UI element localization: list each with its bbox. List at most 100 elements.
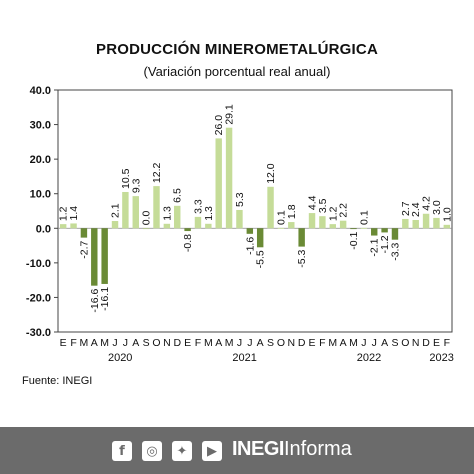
x-tick-label: O — [401, 337, 409, 349]
data-label: -0.1 — [348, 231, 360, 249]
x-tick-label: J — [123, 337, 128, 349]
x-tick-label: E — [60, 337, 67, 349]
bar — [101, 228, 108, 284]
data-label: -5.3 — [296, 249, 308, 267]
data-label: 1.8 — [286, 204, 298, 219]
x-tick-label: E — [309, 337, 316, 349]
year-label: 2023 — [429, 352, 453, 364]
x-tick-label: A — [91, 337, 98, 349]
x-tick-label: N — [287, 337, 295, 349]
data-label: 3.0 — [431, 200, 443, 215]
data-label: 3.3 — [192, 199, 204, 214]
bar — [225, 127, 233, 229]
bar — [443, 224, 451, 229]
bar — [194, 216, 202, 229]
bar — [381, 228, 388, 233]
x-tick-label: F — [444, 337, 450, 349]
x-tick-label: N — [412, 337, 420, 349]
bar — [433, 217, 440, 229]
x-tick-label: M — [349, 337, 358, 349]
x-tick-label: J — [237, 337, 242, 349]
data-label: 1.3 — [161, 206, 173, 221]
x-tick-label: M — [225, 337, 234, 349]
data-label: 9.3 — [130, 178, 142, 193]
bar — [246, 228, 254, 234]
data-label: 1.2 — [327, 206, 339, 221]
y-tick-label: -20.0 — [26, 292, 51, 304]
x-tick-label: A — [381, 337, 388, 349]
data-label: 2.4 — [410, 202, 422, 217]
data-label: 1.0 — [441, 207, 453, 222]
data-label: 12.2 — [151, 163, 163, 184]
x-tick-label: E — [433, 337, 440, 349]
bar — [277, 227, 285, 229]
twitter-icon[interactable]: ✦ — [172, 441, 192, 461]
data-label: 6.5 — [172, 188, 184, 203]
y-tick-label: 30.0 — [30, 120, 51, 132]
data-label: 2.2 — [338, 203, 350, 218]
bar — [402, 218, 409, 229]
bar — [329, 224, 336, 229]
plot-frame — [57, 89, 453, 333]
x-tick-label: N — [163, 337, 171, 349]
x-tick-label: M — [328, 337, 337, 349]
data-label: 1.4 — [68, 206, 80, 221]
bar — [267, 186, 274, 229]
x-tick-label: D — [298, 337, 306, 349]
data-label: 12.0 — [265, 163, 277, 184]
bar — [163, 223, 171, 229]
x-tick-label: F — [195, 337, 201, 349]
data-label: 1.2 — [58, 206, 70, 221]
instagram-icon[interactable]: ◎ — [142, 441, 162, 461]
x-tick-label: A — [215, 337, 222, 349]
bar — [59, 224, 67, 229]
source-note: Fuente: INEGI — [22, 375, 92, 387]
bar — [360, 227, 368, 229]
y-tick-label: 10.0 — [30, 189, 51, 201]
y-tick-label: -30.0 — [26, 327, 51, 339]
x-tick-label: M — [80, 337, 89, 349]
bar — [319, 216, 326, 229]
data-label: -1.2 — [379, 235, 391, 253]
data-label: -16.1 — [99, 287, 111, 311]
bar — [288, 222, 295, 229]
data-label: 3.5 — [317, 198, 329, 213]
bar — [132, 196, 139, 229]
facebook-icon[interactable]: f — [112, 441, 132, 461]
x-tick-label: D — [173, 337, 181, 349]
x-tick-label: M — [204, 337, 213, 349]
data-label: -0.8 — [182, 234, 194, 252]
bar — [111, 221, 119, 229]
bar — [256, 228, 264, 248]
data-label: 10.5 — [120, 168, 132, 189]
data-label: -1.6 — [244, 237, 256, 255]
x-tick-label: E — [184, 337, 191, 349]
x-tick-label: O — [277, 337, 285, 349]
data-label: 4.2 — [421, 196, 433, 211]
data-label: 0.1 — [358, 210, 370, 225]
data-label: 2.1 — [110, 203, 122, 218]
x-tick-label: S — [143, 337, 150, 349]
year-label: 2021 — [232, 352, 256, 364]
brand-regular: Informa — [283, 438, 352, 460]
bar — [298, 228, 305, 247]
data-label: 26.0 — [213, 115, 225, 136]
x-tick-label: A — [257, 337, 264, 349]
x-tick-label: D — [422, 337, 430, 349]
youtube-icon[interactable]: ▶ — [202, 441, 222, 461]
year-label: 2022 — [357, 352, 381, 364]
bar — [215, 138, 222, 229]
bar — [153, 186, 160, 229]
bar — [205, 223, 212, 229]
y-tick-label: 40.0 — [30, 85, 51, 97]
x-tick-label: J — [361, 337, 366, 349]
bar — [422, 213, 430, 229]
data-label: -3.3 — [389, 243, 401, 261]
bar — [371, 228, 378, 236]
x-tick-label: O — [152, 337, 160, 349]
x-tick-label: S — [391, 337, 398, 349]
bar — [184, 228, 191, 232]
x-tick-label: M — [100, 337, 109, 349]
data-label: -16.6 — [89, 289, 101, 313]
bar — [70, 223, 77, 229]
